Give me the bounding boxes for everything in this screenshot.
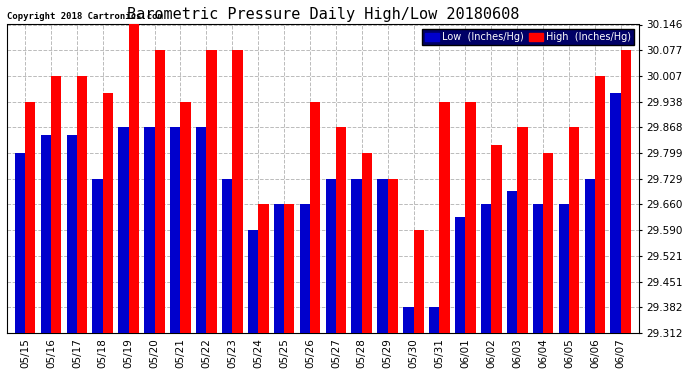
Bar [206, 50, 217, 333]
Bar [170, 128, 181, 333]
Bar [144, 128, 155, 333]
Bar [118, 128, 128, 333]
Bar [222, 179, 233, 333]
Bar [429, 308, 440, 333]
Bar [584, 179, 595, 333]
Bar [362, 153, 372, 333]
Bar [155, 50, 165, 333]
Legend: Low  (Inches/Hg), High  (Inches/Hg): Low (Inches/Hg), High (Inches/Hg) [422, 29, 634, 45]
Bar [507, 192, 518, 333]
Bar [465, 102, 475, 333]
Bar [533, 204, 543, 333]
Bar [326, 179, 336, 333]
Bar [481, 204, 491, 333]
Bar [621, 50, 631, 333]
Bar [491, 145, 502, 333]
Bar [299, 204, 310, 333]
Bar [403, 308, 413, 333]
Bar [284, 204, 295, 333]
Bar [77, 76, 87, 333]
Bar [103, 93, 113, 333]
Bar [14, 153, 25, 333]
Bar [128, 24, 139, 333]
Bar [518, 128, 528, 333]
Text: Copyright 2018 Cartronics.com: Copyright 2018 Cartronics.com [7, 12, 163, 21]
Bar [92, 179, 103, 333]
Title: Barometric Pressure Daily High/Low 20180608: Barometric Pressure Daily High/Low 20180… [127, 7, 519, 22]
Bar [310, 102, 320, 333]
Bar [51, 76, 61, 333]
Bar [559, 204, 569, 333]
Bar [196, 128, 206, 333]
Bar [274, 204, 284, 333]
Bar [388, 179, 398, 333]
Bar [611, 93, 621, 333]
Bar [336, 128, 346, 333]
Bar [569, 128, 580, 333]
Bar [258, 204, 268, 333]
Bar [377, 179, 388, 333]
Bar [233, 50, 243, 333]
Bar [413, 230, 424, 333]
Bar [66, 135, 77, 333]
Bar [455, 217, 465, 333]
Bar [543, 153, 553, 333]
Bar [248, 230, 258, 333]
Bar [25, 102, 35, 333]
Bar [440, 102, 450, 333]
Bar [41, 135, 51, 333]
Bar [351, 179, 362, 333]
Bar [181, 102, 191, 333]
Bar [595, 76, 605, 333]
